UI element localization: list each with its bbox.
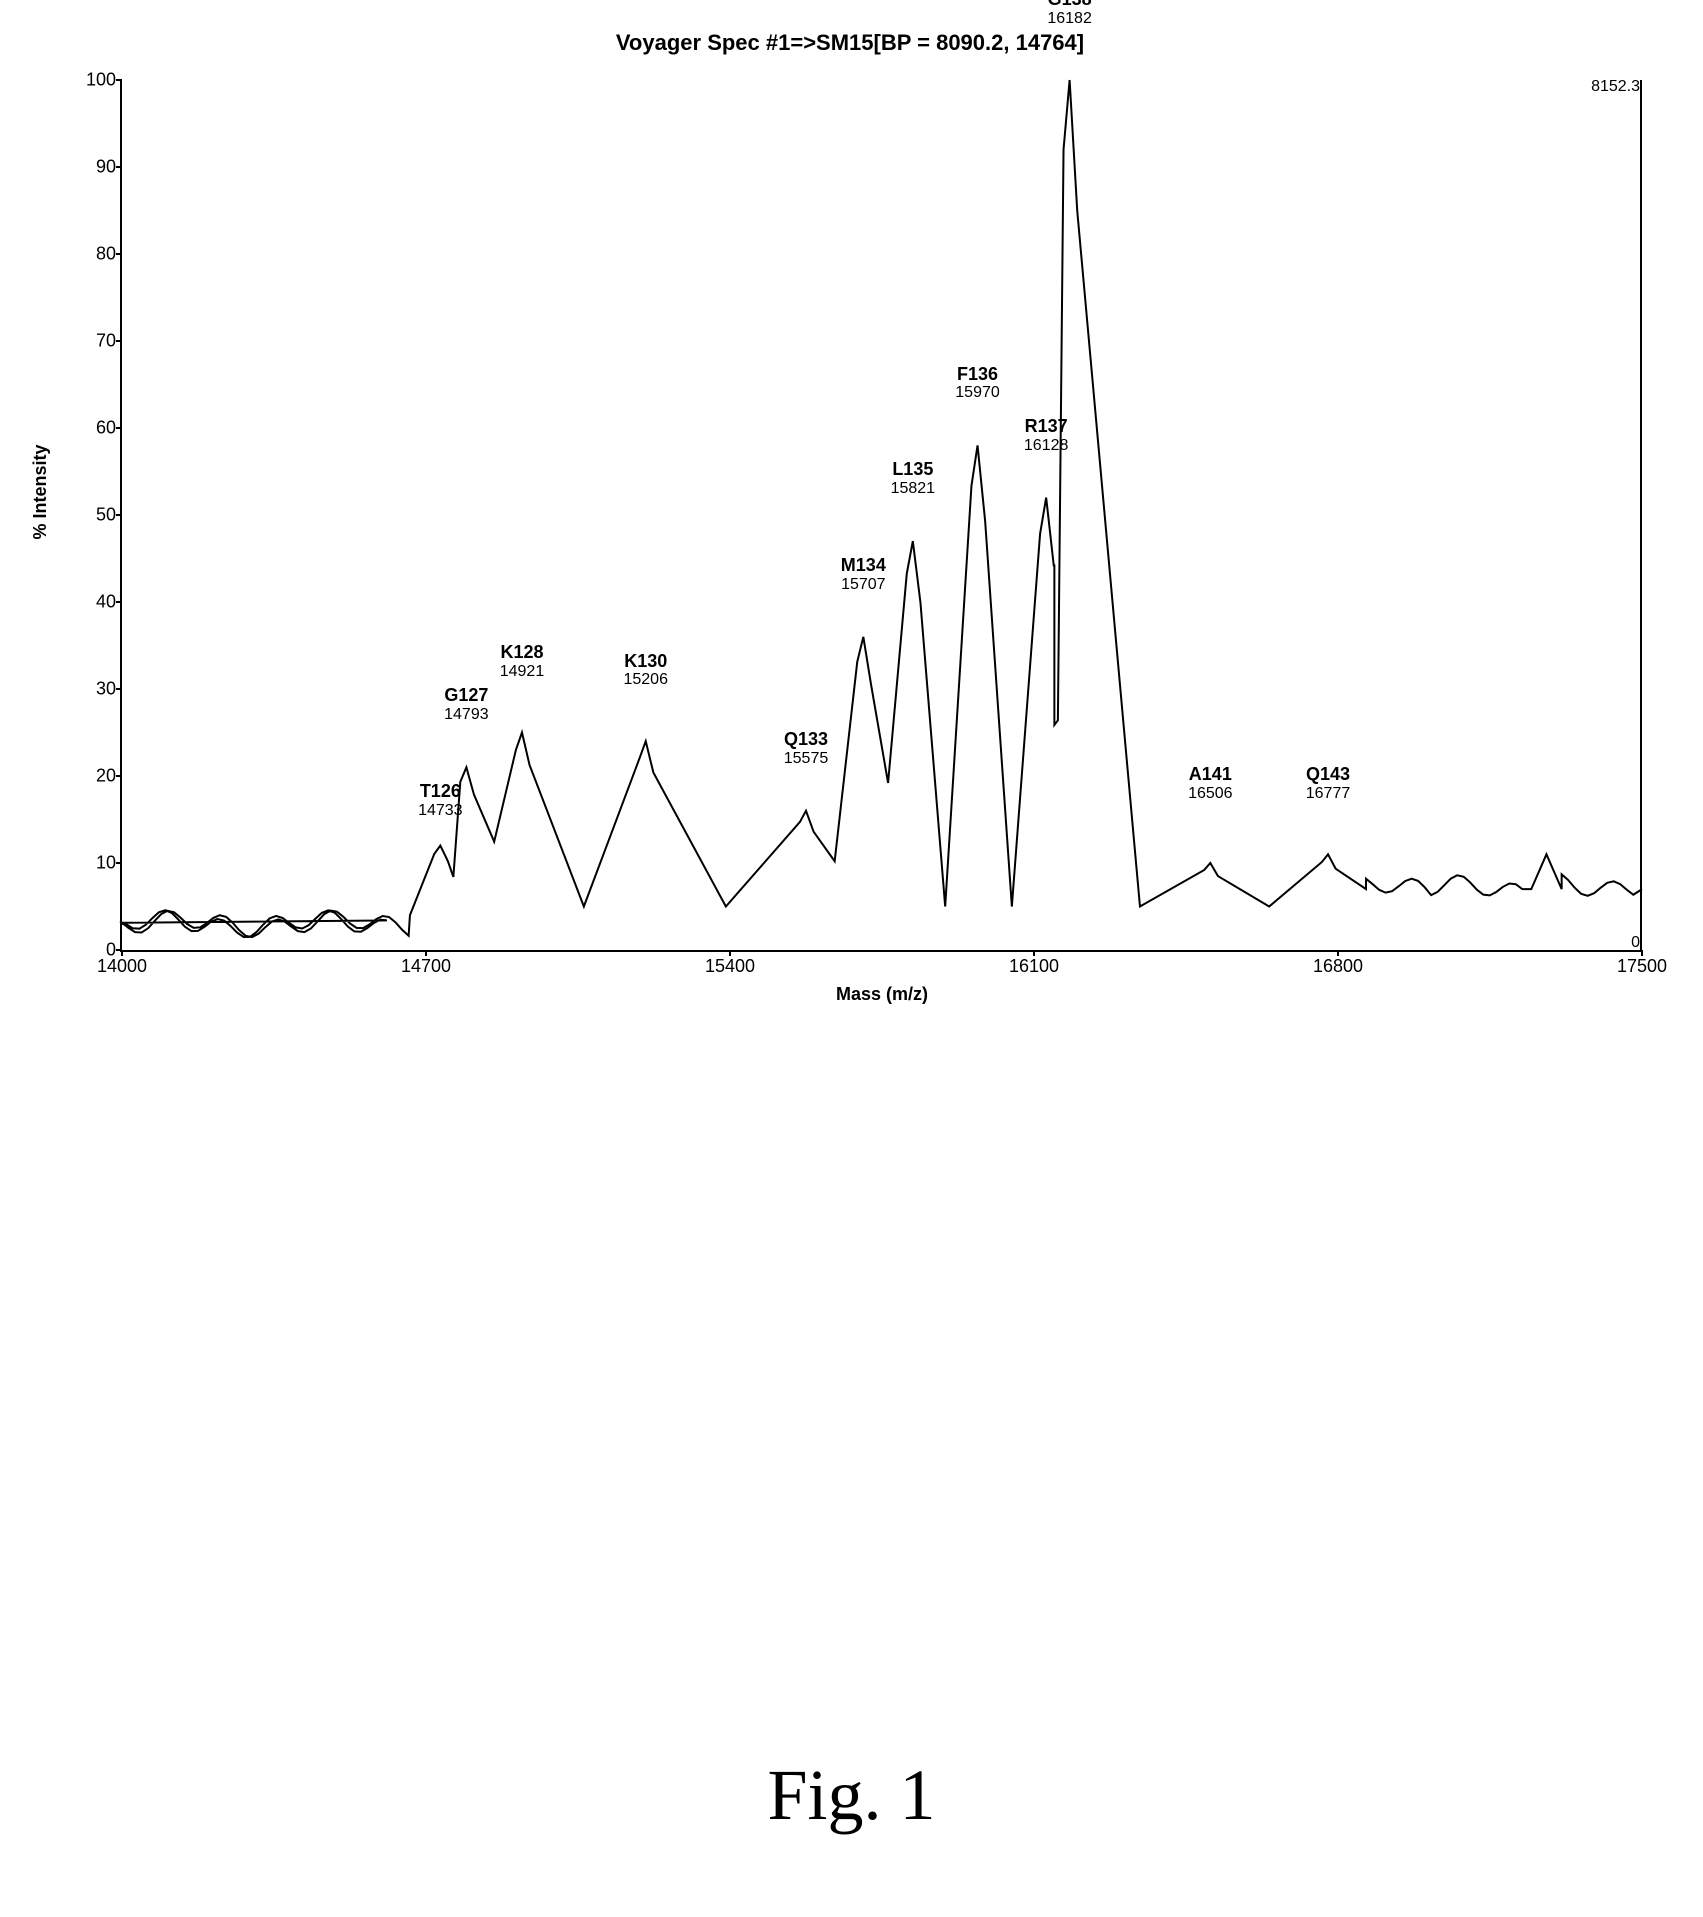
- peak-name: A141: [1189, 764, 1232, 784]
- y-tick-label: 30: [96, 679, 116, 700]
- peak-name: L135: [892, 459, 933, 479]
- y-tick-mark: [116, 688, 122, 690]
- chart-title: Voyager Spec #1=>SM15[BP = 8090.2, 14764…: [40, 30, 1660, 56]
- peak-name: K128: [500, 642, 543, 662]
- y-tick-mark: [116, 166, 122, 168]
- spectrum-chart: Voyager Spec #1=>SM15[BP = 8090.2, 14764…: [40, 30, 1660, 1030]
- y-tick-mark: [116, 601, 122, 603]
- plot-box: 8152.3 0 Mass (m/z) 01020304050607080901…: [120, 80, 1642, 952]
- peak-name: T126: [420, 781, 461, 801]
- peak-label: R13716128: [1024, 417, 1069, 454]
- peak-mz-value: 15970: [955, 384, 1000, 402]
- x-tick-label: 16100: [1009, 956, 1059, 977]
- peak-mz-value: 15707: [841, 576, 886, 594]
- x-tick-label: 14000: [97, 956, 147, 977]
- y-tick-label: 40: [96, 592, 116, 613]
- peak-label: K13015206: [623, 652, 668, 689]
- peak-label: G13816182: [1047, 0, 1092, 28]
- peak-label: G12714793: [444, 686, 489, 723]
- y-tick-label: 100: [86, 70, 116, 91]
- y-tick-label: 20: [96, 766, 116, 787]
- peak-label: Q14316777: [1306, 765, 1351, 802]
- y-tick-label: 60: [96, 418, 116, 439]
- y-tick-mark: [116, 253, 122, 255]
- peak-mz-value: 16777: [1306, 785, 1351, 803]
- peak-label: L13515821: [891, 460, 936, 497]
- spectrum-trace: [122, 80, 1642, 937]
- y-tick-label: 10: [96, 853, 116, 874]
- peak-name: K130: [624, 651, 667, 671]
- peak-name: F136: [957, 364, 998, 384]
- peak-mz-value: 14921: [500, 663, 545, 681]
- y-tick-mark: [116, 862, 122, 864]
- x-tick-label: 16800: [1313, 956, 1363, 977]
- peak-mz-value: 14733: [418, 802, 463, 820]
- peak-name: M134: [841, 555, 886, 575]
- x-axis-label: Mass (m/z): [836, 984, 928, 1005]
- peak-name: Q133: [784, 729, 828, 749]
- y-tick-mark: [116, 340, 122, 342]
- peak-name: Q143: [1306, 764, 1350, 784]
- y-tick-mark: [116, 775, 122, 777]
- peak-label: Q13315575: [784, 730, 829, 767]
- x-tick-label: 17500: [1617, 956, 1667, 977]
- y-tick-mark: [116, 514, 122, 516]
- peak-mz-value: 15575: [784, 750, 829, 768]
- y-tick-mark: [116, 79, 122, 81]
- peak-mz-value: 14793: [444, 706, 489, 724]
- peak-mz-value: 15821: [891, 480, 936, 498]
- right-min-value: 0: [1631, 934, 1640, 952]
- y-tick-label: 70: [96, 331, 116, 352]
- peak-label: M13415707: [841, 556, 886, 593]
- right-max-value: 8152.3: [1591, 78, 1640, 96]
- peak-mz-value: 16128: [1024, 437, 1069, 455]
- x-tick-label: 14700: [401, 956, 451, 977]
- peak-label: T12614733: [418, 782, 463, 819]
- y-tick-mark: [116, 427, 122, 429]
- peak-mz-value: 16506: [1188, 785, 1233, 803]
- peak-label: F13615970: [955, 365, 1000, 402]
- peak-name: G138: [1048, 0, 1092, 9]
- peak-label: K12814921: [500, 643, 545, 680]
- x-tick-label: 15400: [705, 956, 755, 977]
- peak-mz-value: 15206: [623, 671, 668, 689]
- peak-label: A14116506: [1188, 765, 1233, 802]
- y-tick-label: 80: [96, 244, 116, 265]
- y-axis-label: % Intensity: [30, 444, 51, 539]
- y-tick-label: 50: [96, 505, 116, 526]
- y-tick-label: 90: [96, 157, 116, 178]
- peak-name: R137: [1025, 416, 1068, 436]
- peak-name: G127: [444, 685, 488, 705]
- peak-mz-value: 16182: [1047, 10, 1092, 28]
- figure-caption: Fig. 1: [0, 1754, 1703, 1837]
- spectrum-svg: [122, 80, 1642, 950]
